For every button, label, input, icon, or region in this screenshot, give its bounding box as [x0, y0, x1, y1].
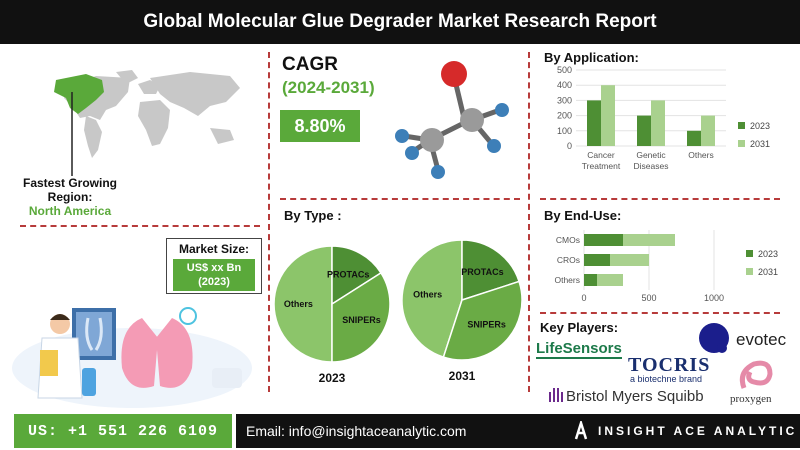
page-title: Global Molecular Glue Degrader Market Re… [143, 11, 657, 32]
player-evotec: evotec [736, 330, 787, 349]
y-tick-label: 200 [557, 111, 572, 121]
x-tick-label: Cancer [587, 150, 615, 160]
bar-2023 [587, 100, 601, 146]
player-tocris-tagline: a biotechne brand [630, 374, 703, 384]
by-application-title: By Application: [544, 50, 639, 65]
market-size-label: Market Size: [178, 242, 250, 256]
pie-year-label: 2023 [319, 371, 346, 385]
legend-label: 2031 [758, 267, 778, 277]
region-label: Fastest Growing Region: [22, 176, 117, 204]
pie-slice-others [401, 239, 463, 359]
x-tick-label: 1000 [704, 293, 724, 303]
legend-swatch [738, 140, 745, 147]
y-tick-label: 0 [567, 141, 572, 151]
legend-swatch [738, 122, 745, 129]
divider-region [20, 225, 260, 227]
bar-2023 [584, 234, 623, 246]
y-tick-label: 400 [557, 80, 572, 90]
enduse-bar-chart: 0 500 1000 CMOs CROs Others 2023 2031 [554, 230, 778, 303]
x-tick-label: Diseases [634, 161, 669, 171]
pie-slice-protacs [461, 239, 521, 302]
y-tick-label: CMOs [556, 235, 580, 245]
x-tick-label: 500 [641, 293, 656, 303]
player-proxygen: proxygen [730, 393, 772, 405]
bar-2023 [637, 115, 651, 146]
player-bms: Bristol Myers Squibb [566, 388, 704, 405]
market-size-value: US$ xx Bn (2023) [173, 259, 255, 291]
pie-slice-others [273, 245, 333, 363]
key-players-title: Key Players: [540, 320, 619, 335]
y-tick-label: 300 [557, 95, 572, 105]
footer-brand: INSIGHT ACE ANALYTIC [598, 424, 798, 438]
evotec-logo-icon [699, 323, 729, 353]
pie-label: PROTACs [461, 267, 503, 277]
brand-logo-icon [574, 421, 588, 440]
pie-label: SNIPERs [342, 315, 381, 325]
pie-slice-protacs [331, 245, 383, 306]
bar-2031 [701, 115, 715, 146]
by-type-pie-charts: Others PROTACs SNIPERs 2023 Others PROTACs SN… [273, 239, 523, 385]
x-tick-label: Genetic [636, 150, 666, 160]
cagr-title: CAGR [282, 54, 338, 75]
doctor-illustration-icon [12, 307, 252, 408]
market-size-value-line1: US$ xx Bn [186, 262, 242, 274]
pie-chart-2031: Others PROTACs SNIPERs 2031 [401, 239, 523, 383]
divider-cagr [280, 198, 520, 200]
y-tick-label: CROs [557, 255, 580, 265]
y-tick-label: 500 [557, 66, 572, 75]
y-tick-label: 100 [557, 126, 572, 136]
bar-2023 [584, 274, 597, 286]
bms-logo-icon [549, 388, 563, 402]
pie-label: PROTACs [327, 270, 369, 280]
cagr-period: (2024-2031) [282, 78, 375, 97]
molecule-icon [395, 61, 509, 179]
market-size-year: (2023) [198, 276, 230, 288]
divider-right [528, 52, 530, 392]
divider-enduse [540, 312, 780, 314]
footer-email: Email: info@insightaceanalytic.com [236, 414, 800, 448]
legend-swatch [746, 268, 753, 275]
pie-slice-snipers [331, 271, 391, 363]
by-enduse-title: By End-Use: [544, 208, 622, 223]
world-map-icon [54, 70, 240, 176]
market-size-box: Market Size: US$ xx Bn (2023) [166, 238, 262, 294]
pie-chart-2023: Others PROTACs SNIPERs 2023 [273, 245, 391, 385]
y-tick-label: Others [554, 275, 580, 285]
legend-swatch [746, 250, 753, 257]
bar-2023 [584, 254, 610, 266]
pie-label: Others [284, 299, 313, 309]
x-tick-label: 0 [581, 293, 586, 303]
player-tocris: TOCRIS [628, 354, 711, 376]
bar-2031 [651, 100, 665, 146]
divider-application [540, 198, 780, 200]
player-lifesensors: LifeSensors [536, 340, 622, 359]
region-value: North America [28, 204, 112, 218]
legend-label: 2023 [750, 121, 770, 131]
legend-label: 2031 [750, 139, 770, 149]
divider-left [268, 52, 270, 392]
legend-label: 2023 [758, 249, 778, 259]
x-tick-label: Treatment [582, 161, 621, 171]
pie-label: SNIPERs [467, 320, 506, 330]
title-bar: Global Molecular Glue Degrader Market Re… [0, 0, 800, 44]
pie-year-label: 2031 [449, 369, 476, 383]
cagr-value: 8.80% [280, 110, 360, 142]
bar-2023 [687, 130, 701, 146]
pie-slice-snipers [442, 280, 523, 361]
proxygen-logo-icon [739, 360, 773, 389]
footer-phone: US: +1 551 226 6109 [14, 414, 232, 448]
pie-label: Others [413, 290, 442, 300]
by-type-title: By Type : [284, 208, 342, 223]
x-tick-label: Others [688, 150, 714, 160]
bar-2031 [601, 85, 615, 146]
